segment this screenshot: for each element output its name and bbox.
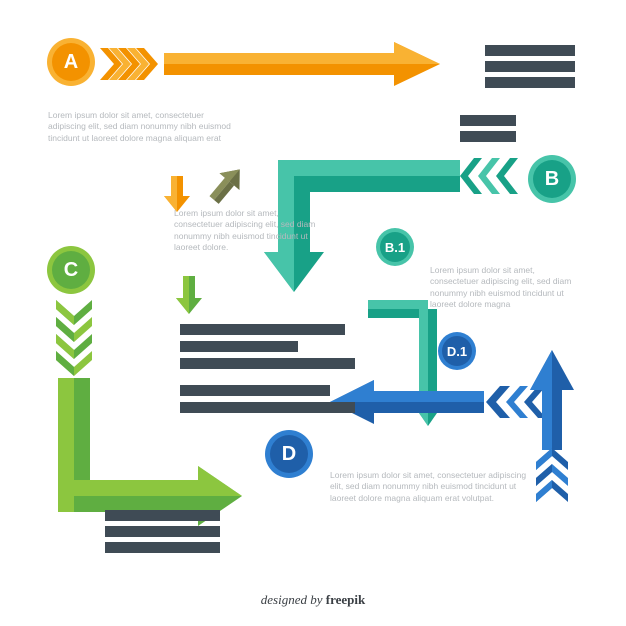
arrow-a-right	[100, 42, 440, 86]
text-block-1: Lorem ipsum dolor sit amet, consectetuer…	[48, 110, 238, 144]
text-block-4: Lorem ipsum dolor sit amet, consectetuer…	[330, 470, 530, 504]
badge-b1: B.1	[376, 228, 414, 266]
badge-d1: D.1	[438, 332, 476, 370]
arrow-d-left	[330, 380, 550, 424]
bar-group-4	[180, 385, 355, 413]
bar-group-3	[180, 324, 355, 369]
credit-prefix: designed by	[261, 592, 326, 607]
badge-a-letter: A	[64, 51, 78, 74]
bar-group-1	[485, 45, 575, 88]
badge-c: C	[47, 246, 95, 294]
badge-b-letter: B	[545, 168, 559, 191]
badge-b: B	[528, 155, 576, 203]
bar-group-2	[460, 115, 516, 142]
badge-c-letter: C	[64, 259, 78, 282]
text-block-3: Lorem ipsum dolor sit amet, consectetuer…	[430, 265, 580, 311]
badge-d: D	[265, 430, 313, 478]
badge-a: A	[47, 38, 95, 86]
bar-group-5	[105, 510, 220, 553]
badge-d-letter: D	[282, 443, 296, 466]
credit-brand: freepik	[326, 592, 365, 607]
arrow-d-up	[530, 350, 574, 500]
credit-line: designed by freepik	[0, 592, 626, 608]
badge-b1-letter: B.1	[385, 240, 405, 255]
arrow-c-chevrons-down	[52, 300, 96, 372]
arrow-small-orange-down	[164, 176, 190, 212]
arrow-small-green-down	[176, 276, 202, 314]
arrow-small-olive-upright	[206, 166, 244, 208]
badge-d1-letter: D.1	[447, 344, 467, 359]
text-block-2: Lorem ipsum dolor sit amet, consectetuer…	[174, 208, 319, 254]
infographic-canvas: A B B.1 C D D.1 Lorem ipsum dolor sit am…	[0, 0, 626, 626]
